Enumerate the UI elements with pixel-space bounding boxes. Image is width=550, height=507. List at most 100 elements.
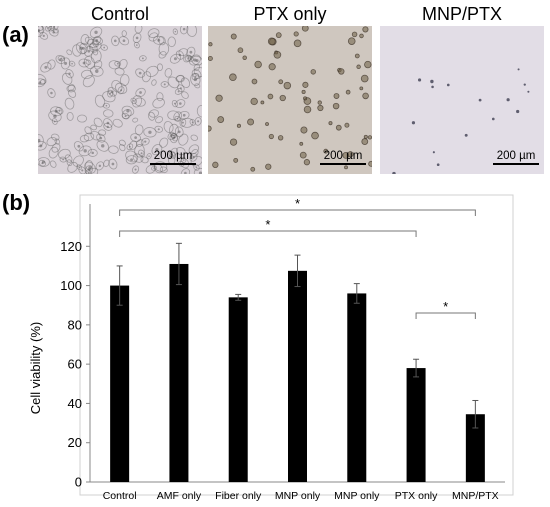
cell-nucleus — [39, 144, 43, 148]
cell-nucleus — [130, 158, 134, 162]
cell-shape — [303, 105, 312, 114]
cell-shape — [84, 126, 92, 135]
cell-shape — [87, 167, 99, 174]
cell-shape — [84, 161, 96, 174]
cell-shape — [180, 158, 190, 169]
cell-shape — [95, 161, 105, 171]
cell-nucleus — [52, 30, 55, 34]
cell-shape — [283, 81, 292, 90]
cell-nucleus — [157, 128, 160, 131]
cell-nucleus — [106, 121, 110, 125]
error-bar — [353, 283, 360, 304]
cell-shape — [158, 36, 166, 46]
scale-bar-label: 200 µm — [153, 150, 193, 162]
cell-shape — [177, 84, 185, 93]
cell-shape — [96, 139, 109, 152]
cell-shape — [344, 165, 348, 170]
cell-shape — [178, 160, 185, 167]
cell-shape — [92, 39, 99, 48]
cell-shape — [85, 59, 92, 65]
cell-shape — [158, 42, 170, 56]
cell-nucleus — [95, 69, 99, 73]
cell-shape — [38, 26, 44, 38]
cell-shape — [85, 169, 92, 174]
cell-shape — [38, 73, 47, 85]
cell-nucleus — [98, 164, 102, 168]
cell-shape — [417, 78, 422, 82]
cell-shape — [132, 153, 144, 163]
cell-shape — [126, 143, 134, 151]
cell-shape — [118, 139, 126, 147]
cell-shape — [169, 53, 181, 64]
cell-shape — [273, 50, 282, 59]
cell-shape — [169, 132, 178, 144]
cell-nucleus — [198, 171, 202, 174]
error-bar — [235, 293, 242, 301]
y-tick-label: 40 — [68, 396, 82, 411]
cell-shape — [277, 135, 284, 141]
scale-bar-label: 200 µm — [496, 150, 536, 162]
cell-shape — [135, 87, 146, 98]
cell-shape — [73, 141, 84, 152]
cell-shape — [323, 148, 329, 154]
cell-shape — [107, 87, 118, 97]
x-tick-label: PTX only — [395, 490, 438, 502]
cell-shape — [48, 27, 59, 37]
cell-shape — [168, 151, 176, 158]
cell-shape — [364, 60, 372, 69]
cell-nucleus — [195, 59, 199, 63]
cell-shape — [76, 164, 82, 170]
error-bar — [472, 399, 479, 429]
cell-shape — [478, 98, 482, 102]
significance-marker: * — [295, 196, 300, 211]
cell-shape — [180, 77, 191, 88]
cell-shape — [356, 64, 361, 70]
bar-chart: Cell viability (%) 0 20 40 60 80 100 120 Contro… — [28, 194, 514, 502]
cell-shape — [111, 35, 120, 47]
cell-shape — [303, 159, 311, 166]
cell-shape — [125, 150, 139, 163]
cell-shape — [102, 91, 116, 103]
cell-shape — [173, 111, 183, 122]
cell-nucleus — [193, 58, 197, 62]
cell-shape — [215, 94, 223, 102]
cell-shape — [188, 144, 200, 155]
cell-shape — [125, 155, 138, 165]
cell-nucleus — [171, 153, 173, 156]
cell-shape — [134, 26, 143, 34]
significance-brackets: * * * — [119, 196, 476, 319]
cell-nucleus — [71, 62, 73, 65]
cell-shape — [179, 26, 189, 35]
cell-shape — [171, 133, 179, 142]
scale-bar-line — [493, 163, 539, 165]
cell-shape — [242, 55, 247, 60]
cell-nucleus — [120, 89, 123, 92]
cell-shape — [55, 106, 64, 115]
x-tick-label: Fiber only — [215, 490, 262, 502]
cell-shape — [83, 132, 95, 142]
cell-shape — [68, 89, 77, 98]
cell-shape — [194, 117, 202, 126]
cell-shape — [208, 55, 213, 61]
cell-nucleus — [197, 120, 200, 123]
cell-shape — [367, 135, 372, 140]
cell-shape — [159, 166, 168, 174]
cell-nucleus — [95, 39, 99, 42]
cell-nucleus — [58, 109, 61, 112]
cell-shape — [160, 81, 169, 88]
y-tick-label: 80 — [68, 317, 82, 332]
cell-shape — [39, 79, 47, 85]
y-tick-label: 100 — [60, 278, 82, 293]
cell-nucleus — [38, 29, 41, 33]
cell-shape — [293, 31, 299, 37]
bar — [465, 414, 485, 482]
cell-nucleus — [155, 148, 159, 152]
cell-nucleus — [189, 58, 192, 60]
cell-shape — [175, 50, 184, 60]
cell-nucleus — [47, 26, 50, 29]
cell-shape — [78, 166, 87, 174]
cell-nucleus — [148, 130, 152, 134]
cell-nucleus — [41, 162, 44, 165]
cell-shape — [278, 79, 284, 85]
cell-shape — [236, 123, 241, 128]
